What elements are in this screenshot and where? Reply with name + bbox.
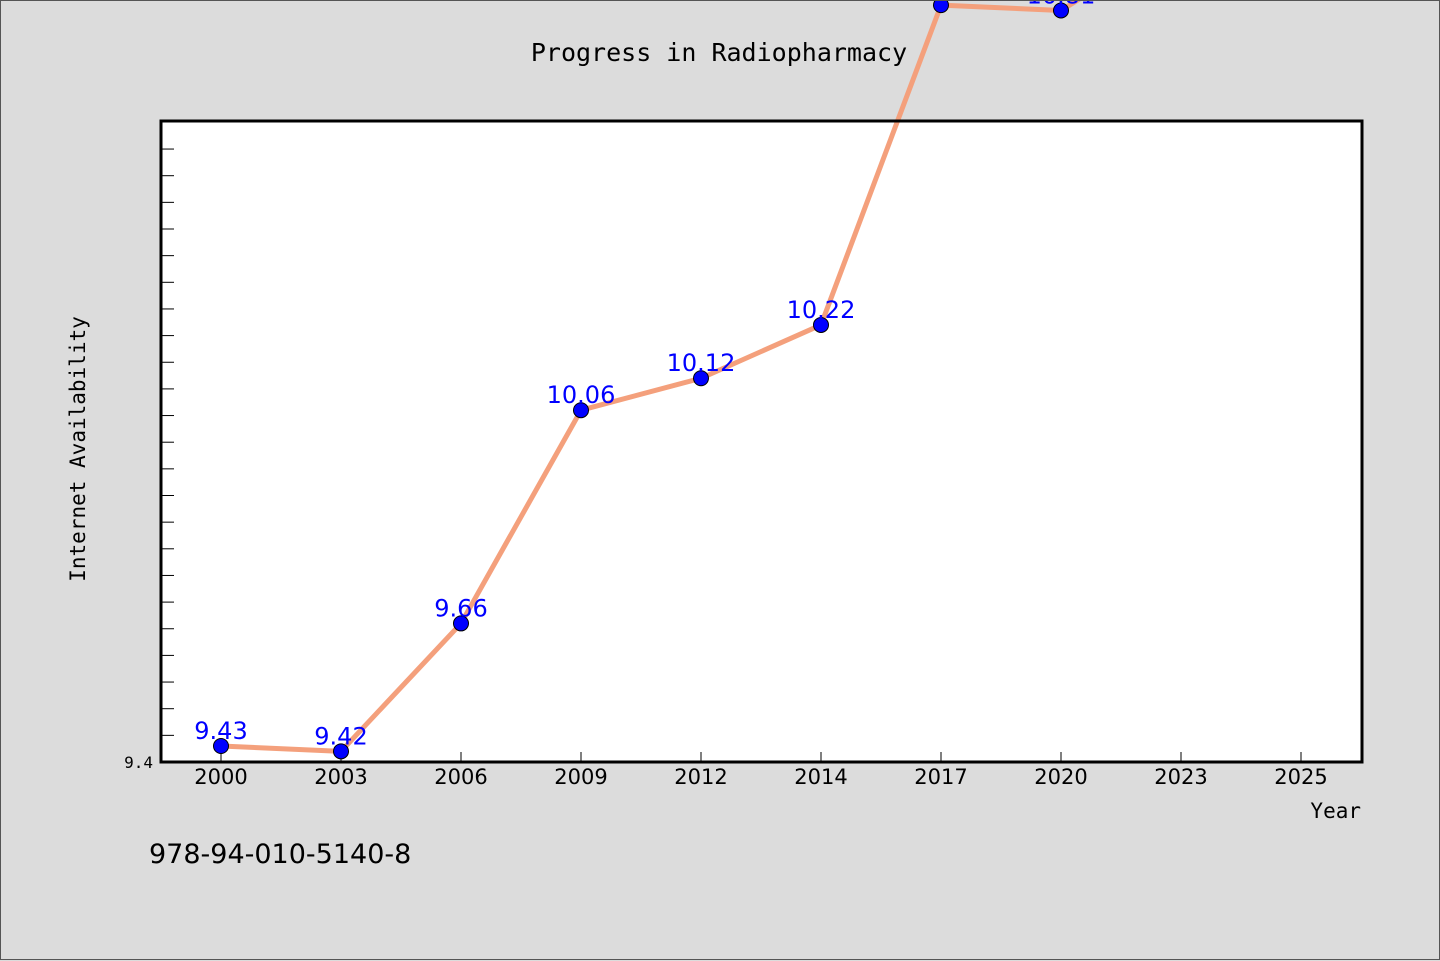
data-point xyxy=(1053,2,1069,19)
x-tick-label: 2000 xyxy=(194,765,247,789)
x-tick-label: 2020 xyxy=(1034,765,1087,789)
plot-area xyxy=(161,121,1362,762)
x-tick-label: 2023 xyxy=(1154,765,1207,789)
data-point xyxy=(813,316,829,333)
series-line xyxy=(218,1,1081,754)
x-tick-label: 2014 xyxy=(794,765,847,789)
data-point xyxy=(333,743,349,760)
data-point xyxy=(213,738,229,755)
y-tick-label: 9.4 xyxy=(124,753,153,772)
data-label: 10.12 xyxy=(667,349,736,377)
x-tick-label: 2017 xyxy=(914,765,967,789)
x-tick-label: 2025 xyxy=(1274,765,1327,789)
data-label: 9.42 xyxy=(314,722,367,750)
data-label: 10.82 xyxy=(907,1,976,4)
x-axis-label: Year xyxy=(1310,799,1361,823)
data-labels: 9.439.429.6610.0610.1210.2210.8210.8110.… xyxy=(194,1,1096,750)
data-label: 9.66 xyxy=(434,594,487,622)
x-axis-ticks: 2000 2003 2006 2009 2012 2014 2017 2020 2023 2025 xyxy=(194,752,1328,789)
x-tick-label: 2009 xyxy=(554,765,607,789)
footnote-isbn: 978-94-010-5140-8 xyxy=(149,839,411,870)
series-line-group xyxy=(218,1,1081,754)
plot-border xyxy=(159,119,1364,764)
data-point xyxy=(453,615,469,632)
data-point xyxy=(693,370,709,387)
x-tick-label: 2012 xyxy=(674,765,727,789)
chart-title: Progress in Radiopharmacy xyxy=(531,38,907,67)
data-label: 9.43 xyxy=(194,717,247,745)
x-tick-label: 2003 xyxy=(314,765,367,789)
x-tick-label: 2006 xyxy=(434,765,487,789)
data-point xyxy=(933,1,949,14)
data-point xyxy=(573,402,589,419)
y-axis-label: Internet Availability xyxy=(66,316,90,582)
data-label: 10.81 xyxy=(1027,1,1096,9)
y-axis-ticks: 9.4 xyxy=(124,148,174,772)
series-markers xyxy=(213,1,1069,760)
data-label: 10.22 xyxy=(787,296,856,324)
data-label: 10.06 xyxy=(547,381,616,409)
